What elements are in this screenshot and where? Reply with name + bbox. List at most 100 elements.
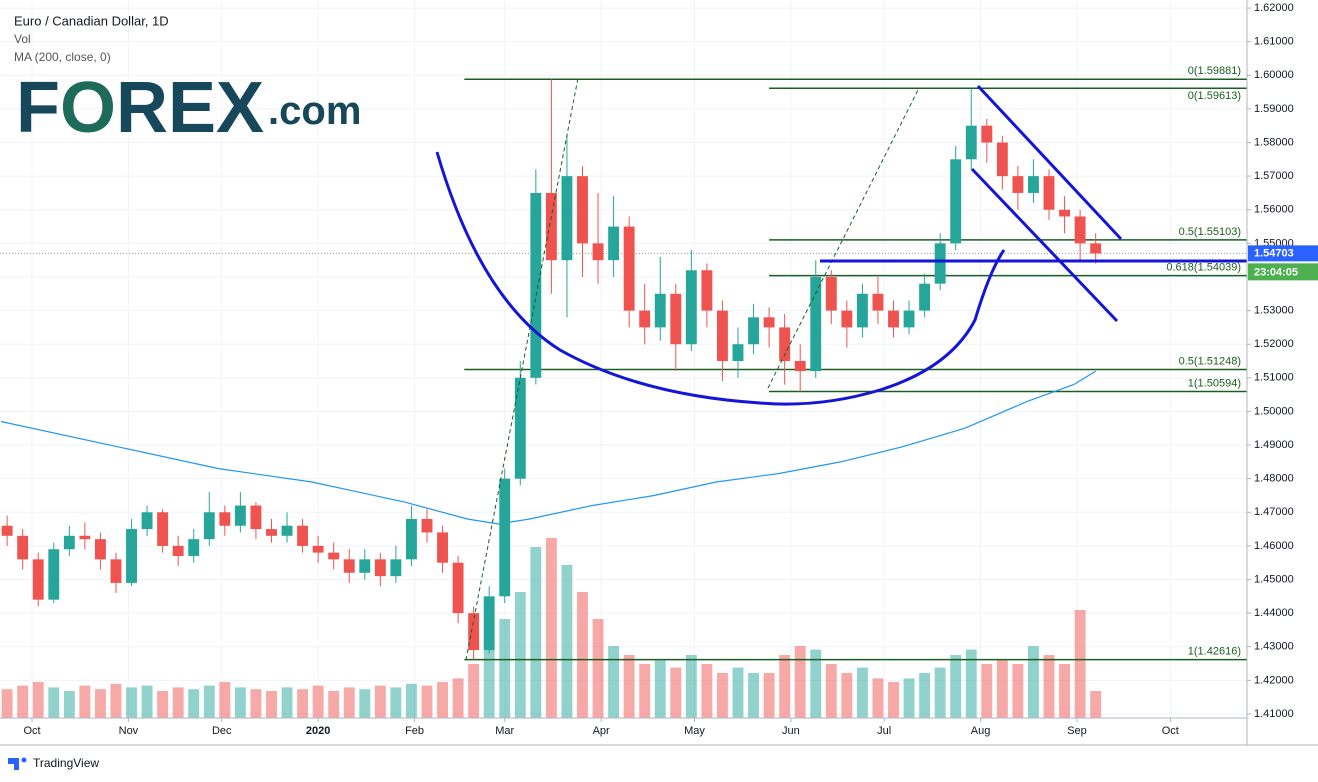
volume-bar (468, 664, 480, 718)
volume-bar (126, 687, 137, 718)
candle-body (670, 293, 682, 345)
volume-bar (1012, 664, 1024, 718)
candle-body (359, 559, 371, 573)
volume-bar (312, 685, 324, 718)
price-tag (1248, 245, 1318, 262)
candle-body (281, 525, 293, 536)
x-tick-label: Dec (212, 725, 232, 737)
fib-label: 0(1.59881) (1188, 65, 1241, 77)
candle-body (732, 344, 744, 362)
candle-body (483, 596, 495, 651)
volume-bar (437, 682, 448, 718)
y-tick-label: 1.41000 (1254, 708, 1294, 720)
y-tick-label: 1.61000 (1254, 36, 1294, 48)
y-tick-label: 1.43000 (1254, 641, 1294, 653)
volume-bar (779, 655, 791, 718)
cup-curve (435, 151, 1006, 406)
candle-body (1, 525, 13, 536)
volume-bar (188, 689, 200, 718)
candle-body (32, 559, 44, 600)
ma-layer (0, 252, 1247, 525)
logo-part: REX (116, 68, 264, 148)
candle-body (468, 613, 480, 651)
candle-body (841, 310, 853, 328)
x-tick-label: Oct (23, 725, 40, 737)
indicator: MA (200, close, 0) (14, 50, 111, 64)
volume-bar (1028, 646, 1039, 718)
candle-body (374, 559, 386, 577)
candle-body (701, 270, 713, 311)
candle-body (266, 529, 277, 536)
candle-body (934, 243, 946, 284)
candle-body (312, 545, 324, 553)
candle-body (545, 192, 557, 261)
fib-label: 0(1.59613) (1188, 90, 1241, 102)
logo-part: F (16, 68, 60, 148)
x-tick-label: May (684, 725, 705, 737)
candle-body (79, 535, 91, 540)
x-tick-label: Apr (593, 725, 610, 737)
volume-bar (94, 689, 106, 718)
volume-bar (1059, 664, 1071, 718)
volume-bar (608, 646, 620, 718)
candle-body (825, 276, 837, 311)
channel-line (976, 84, 1123, 241)
volume-bar (141, 685, 153, 718)
volume-bar (328, 691, 340, 718)
candle-body (141, 512, 153, 530)
volume-bar (250, 689, 262, 718)
volume-bar (359, 689, 371, 718)
candle-body (1059, 209, 1071, 217)
volume-bar (390, 687, 402, 718)
volume-bar (1043, 655, 1055, 718)
candle-body (608, 226, 620, 261)
y-tick-label: 1.56000 (1254, 204, 1294, 216)
volume-bar (499, 619, 511, 718)
countdown-box (1248, 263, 1318, 281)
volume-bar (794, 646, 806, 718)
candle-body (203, 512, 215, 540)
candle-body (1043, 176, 1055, 210)
trend-line (465, 77, 579, 661)
candle-body (779, 327, 791, 362)
candle-body (514, 377, 526, 479)
volume-bar (965, 649, 977, 718)
candle-body (188, 539, 200, 556)
x-tick-label: Aug (971, 725, 991, 737)
y-tick-label: 1.44000 (1254, 607, 1294, 619)
countdown: 23:04:05 (1254, 266, 1298, 278)
candle-body (561, 176, 573, 261)
candle-body (950, 159, 962, 244)
logo-part: .com (268, 89, 361, 133)
candle-body (405, 519, 417, 560)
volume-bar (654, 660, 666, 718)
volume-bar (732, 667, 744, 718)
candle-body (685, 270, 697, 345)
volume-bar (452, 678, 464, 718)
volume-bar (157, 691, 169, 718)
volume-bar (32, 682, 44, 718)
volume-bar (856, 667, 868, 718)
volume-bar (701, 664, 713, 718)
volume-bar (297, 689, 309, 718)
y-tick-label: 1.47000 (1254, 506, 1294, 518)
candle-body (437, 532, 448, 563)
candle-body (499, 478, 511, 597)
candle-body (654, 293, 666, 328)
volume-bar (421, 685, 433, 718)
brand-icon-part (8, 758, 18, 764)
channel-line (970, 167, 1119, 323)
volume-bar (110, 683, 122, 718)
fib-layer: 0(1.59881) 0(1.59613) 0.5(1.55103) 0.618(1.… (464, 65, 1247, 661)
brand-icon-part (14, 758, 19, 770)
volume-bar (1, 689, 13, 718)
volume-bar (577, 592, 588, 718)
y-tick-label: 1.50000 (1254, 405, 1294, 417)
candle-body (328, 552, 340, 560)
volume-bar (219, 682, 231, 718)
x-tick-label: 2020 (306, 725, 330, 737)
volume-bar (514, 592, 526, 718)
volume-bar (919, 673, 931, 718)
y-tick-label: 1.48000 (1254, 473, 1294, 485)
